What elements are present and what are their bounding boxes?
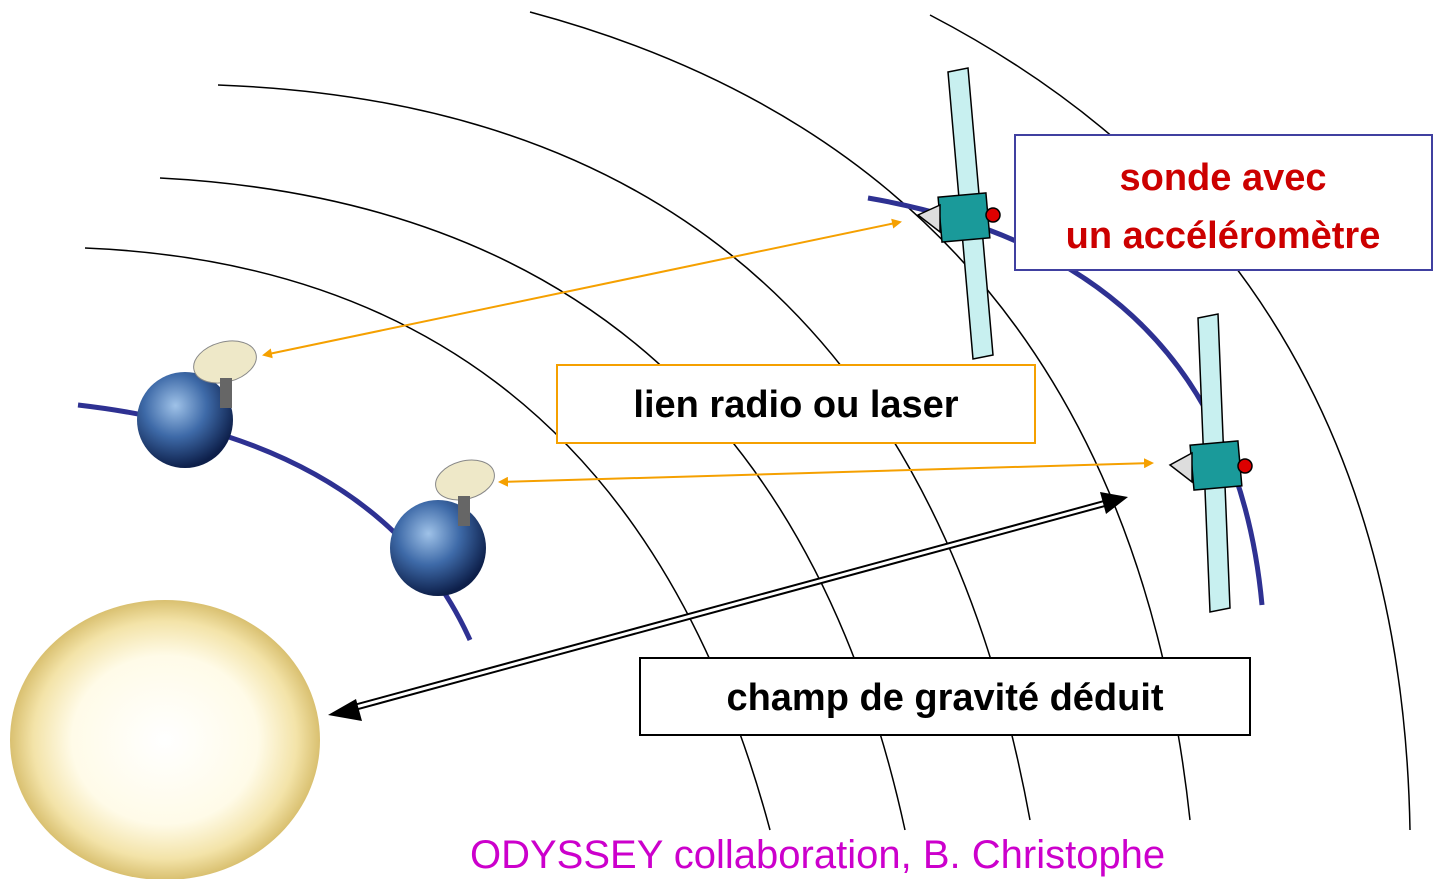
- earth: [390, 454, 499, 596]
- label-text: un accéléromètre: [1066, 215, 1381, 257]
- label-text: lien radio ou laser: [633, 384, 958, 426]
- probe-label: sonde avec un accéléromètre: [1015, 135, 1432, 270]
- gravity-label: champ de gravité déduit: [640, 658, 1250, 735]
- diagram: sonde avec un accéléromètre lien radio o…: [0, 0, 1437, 879]
- link-arrow: [500, 463, 1152, 482]
- link-arrow: [264, 222, 900, 355]
- probe: [1170, 314, 1252, 612]
- link-label: lien radio ou laser: [557, 365, 1035, 443]
- sun: [10, 600, 320, 879]
- earth: [137, 334, 261, 468]
- label-text: champ de gravité déduit: [726, 677, 1163, 719]
- label-text: sonde avec: [1120, 157, 1327, 199]
- credit: ODYSSEY collaboration, B. Christophe: [470, 833, 1165, 877]
- probe: [918, 68, 1000, 359]
